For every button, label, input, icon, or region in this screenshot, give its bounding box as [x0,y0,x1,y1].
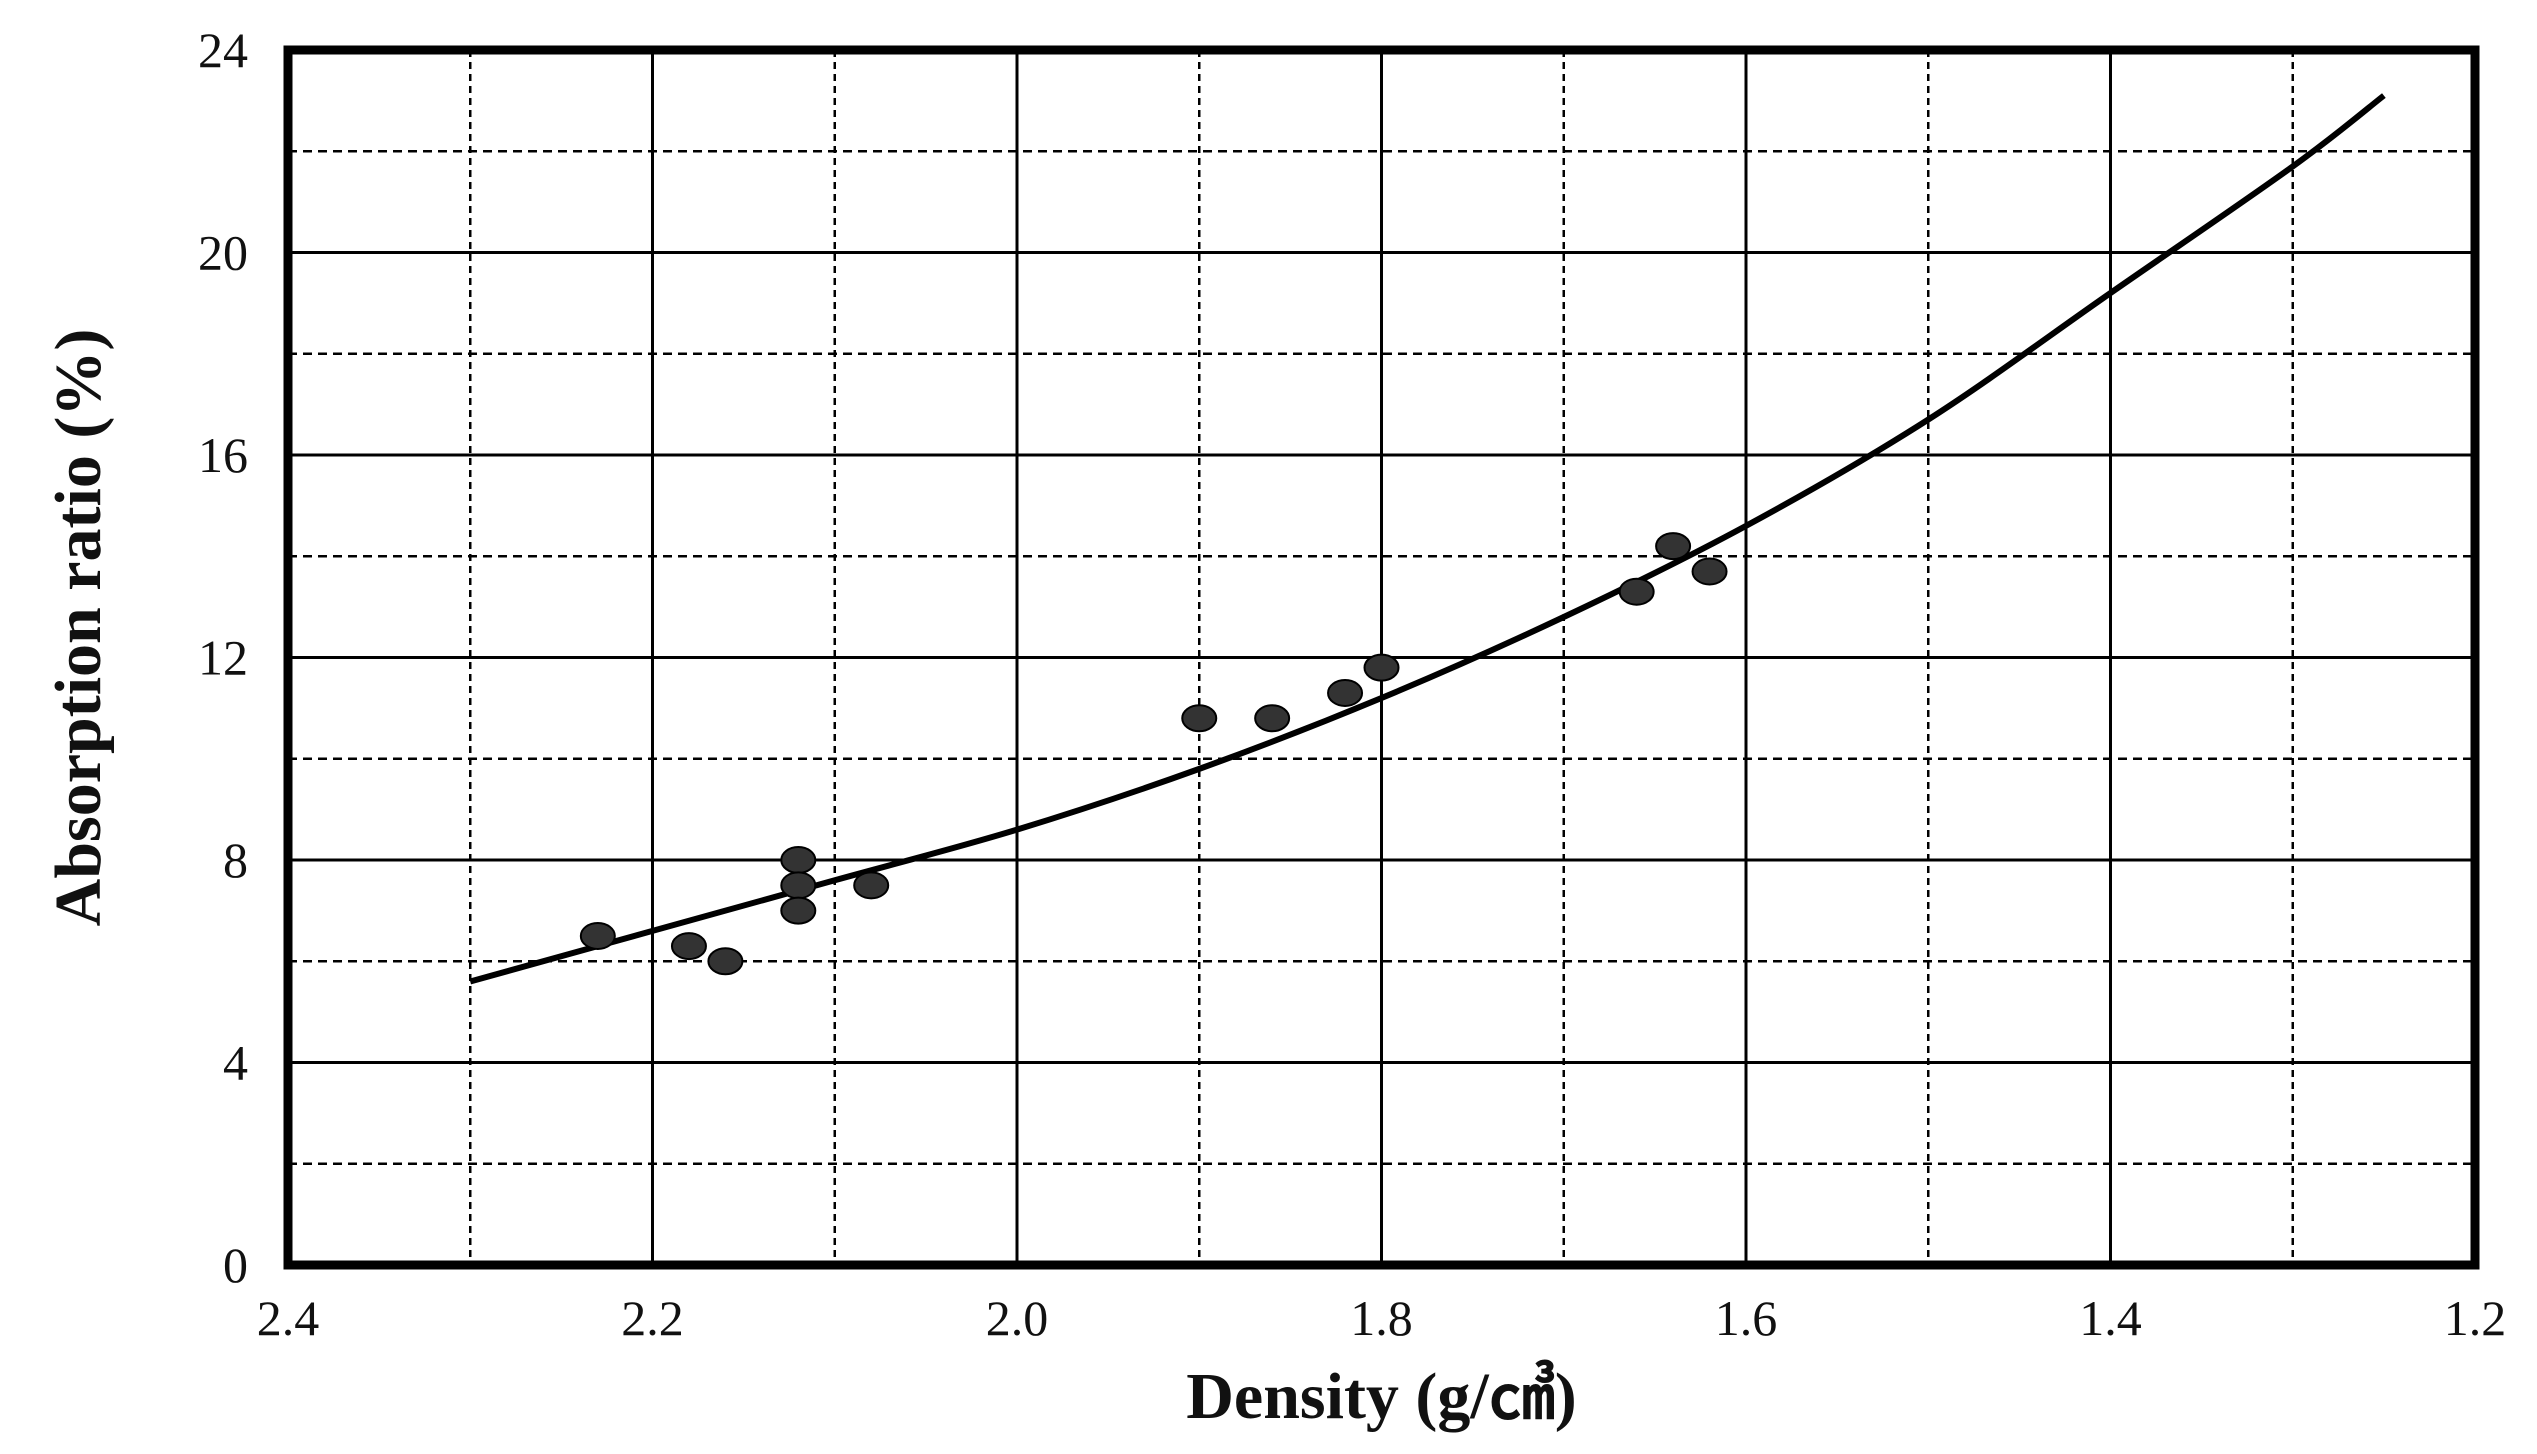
data-point [670,932,707,961]
x-tick-label: 1.2 [2444,1290,2507,1346]
data-point [780,896,817,925]
x-tick-label: 1.4 [2079,1290,2142,1346]
x-tick-label: 2.2 [621,1290,684,1346]
data-point [1254,704,1291,733]
data-point [579,921,616,950]
y-tick-label: 0 [223,1237,248,1293]
y-tick-label: 4 [223,1035,248,1091]
data-point [853,871,890,900]
y-tick-labels: 0 4 8 12 16 20 24 [198,22,248,1293]
fit-curve [469,93,2386,985]
plot-frame [283,45,2480,1270]
x-tick-label: 2.4 [257,1290,320,1346]
y-tick-label: 12 [198,630,248,686]
x-tick-label: 1.8 [1350,1290,1413,1346]
y-tick-label: 20 [198,225,248,281]
x-tick-label: 2.0 [986,1290,1049,1346]
data-point [1655,532,1692,561]
x-axis-title: Density (g/㎤) [1186,1358,1576,1433]
x-tick-labels: 2.4 2.2 2.0 1.8 1.6 1.4 1.2 [257,1290,2507,1346]
data-point [1618,577,1655,606]
data-point [1363,653,1400,682]
data-point [780,871,817,900]
y-axis-title: Absorption ratio (%) [42,329,115,927]
y-tick-label: 8 [223,832,248,888]
data-point [1691,557,1728,586]
points-layer [579,532,1728,976]
data-point [707,947,744,976]
grid-layer [288,50,2475,1265]
data-point [1181,704,1218,733]
data-point [1327,678,1364,707]
data-point [780,846,817,874]
y-tick-label: 24 [198,22,248,78]
y-tick-label: 16 [198,427,248,483]
x-tick-label: 1.6 [1715,1290,1778,1346]
